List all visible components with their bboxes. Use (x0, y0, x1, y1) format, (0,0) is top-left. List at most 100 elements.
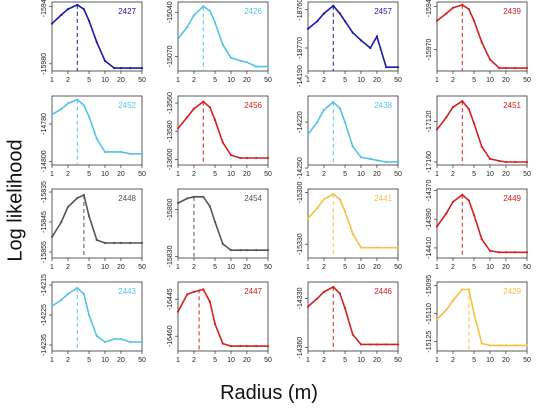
y-tick-label: -14225 (41, 304, 48, 326)
x-tick-label: 50 (523, 357, 531, 364)
data-point (472, 312, 476, 315)
panel-2438: 2438 1 2 5 10 20 50 -14190 -14220 -14250 (297, 65, 402, 179)
data-point (60, 220, 63, 224)
x-tick-label: 20 (373, 357, 381, 364)
data-point (472, 213, 476, 216)
data-point (435, 19, 439, 22)
x-tick-label: 1 (176, 357, 180, 364)
x-tick-label: 5 (87, 77, 91, 84)
panel-2448: 2448 1 2 5 10 20 50 -15835 -15845 -15855 (41, 181, 146, 271)
x-tick-label: 2 (66, 357, 70, 364)
series-line (177, 100, 268, 159)
panel-frame (436, 1, 528, 72)
data-point (255, 65, 258, 68)
data-point (467, 108, 470, 111)
data-point (316, 120, 319, 124)
data-point (525, 67, 529, 70)
x-tick-label: 10 (357, 264, 365, 271)
x-tick-label: 2 (322, 357, 326, 364)
series-line (51, 286, 142, 343)
panel-2443: 2443 1 2 5 10 20 50 -14215 -14225 -14235 (41, 274, 146, 364)
data-point (338, 198, 341, 201)
data-point (213, 21, 217, 24)
data-point (498, 251, 501, 254)
panel-label: 2429 (503, 287, 521, 296)
x-tick-label: 1 (176, 264, 180, 271)
data-point (343, 210, 347, 213)
data-point (255, 344, 258, 348)
y-tick-label: -14360 (297, 337, 304, 359)
x-tick-label: 5 (87, 171, 91, 178)
y-axis-label-text: Log likelihood (4, 138, 27, 262)
data-point (221, 141, 224, 144)
data-point (192, 14, 196, 17)
y-tick-label: -14235 (41, 334, 48, 356)
x-tick-label: 2 (192, 357, 196, 364)
data-point (369, 343, 372, 346)
data-point (95, 238, 98, 242)
data-point (525, 160, 529, 164)
data-point (76, 196, 79, 200)
x-tick-label: 50 (138, 357, 146, 364)
data-point (82, 292, 85, 296)
data-point (95, 137, 98, 140)
data-point (488, 58, 492, 61)
data-point (87, 19, 91, 22)
data-point (332, 101, 335, 104)
panel-2456: 2456 1 2 5 10 20 50 -13560 -13580 -13600 (167, 92, 272, 178)
panel-2429: 2429 1 2 5 10 20 50 -15095 -15110 -15125 (426, 275, 531, 364)
data-point (451, 106, 455, 109)
data-point (245, 61, 249, 64)
panel-label: 2439 (503, 7, 521, 16)
y-tick-label: -13560 (167, 92, 174, 114)
panel-2449: 2449 1 2 5 10 20 50 -14370 -14390 -14410 (426, 179, 531, 271)
data-point (202, 195, 205, 198)
data-point (176, 310, 180, 313)
series-line (51, 193, 142, 244)
y-tick-label: -14220 (297, 111, 304, 133)
x-tick-label: 10 (227, 77, 235, 84)
data-point (129, 340, 132, 344)
data-point (445, 308, 448, 312)
data-point (504, 160, 508, 164)
data-point (514, 160, 517, 164)
data-point (129, 152, 132, 155)
data-point (467, 288, 470, 291)
data-point (488, 249, 492, 252)
x-tick-label: 50 (394, 264, 402, 271)
data-point (332, 285, 335, 289)
x-tick-label: 20 (502, 171, 510, 178)
panel-2452: 2452 1 2 5 10 20 50 -14780 -14800 (41, 95, 146, 178)
x-tick-label: 1 (306, 171, 310, 178)
y-tick-label: -14215 (41, 274, 48, 296)
data-point (359, 156, 363, 159)
y-axis-label: Log likelihood (2, 60, 30, 340)
x-tick-label: 20 (243, 171, 251, 178)
panel-label: 2446 (374, 287, 392, 296)
data-point (113, 337, 116, 341)
panel-frame (436, 281, 528, 352)
data-point (87, 214, 91, 218)
data-point (525, 344, 529, 347)
y-tick-label: -15330 (297, 233, 304, 255)
data-point (396, 160, 400, 164)
data-point (385, 66, 388, 69)
x-tick-label: 10 (227, 357, 235, 364)
data-point (332, 4, 335, 7)
data-point (266, 156, 270, 160)
data-point (60, 107, 63, 111)
x-tick-label: 20 (243, 77, 251, 84)
data-point (140, 67, 144, 70)
x-tick-label: 5 (213, 77, 217, 84)
x-tick-label: 10 (227, 264, 235, 271)
data-point (213, 118, 217, 122)
x-tick-label: 5 (343, 77, 347, 84)
panel-frame (51, 188, 143, 259)
x-tick-label: 50 (394, 357, 402, 364)
series-line (177, 5, 268, 68)
y-tick-label: -13580 (167, 120, 174, 142)
x-tick-label: 2 (192, 171, 196, 178)
data-point (461, 193, 464, 196)
y-tick-label: -14390 (426, 208, 433, 230)
panel-frame (177, 188, 269, 259)
